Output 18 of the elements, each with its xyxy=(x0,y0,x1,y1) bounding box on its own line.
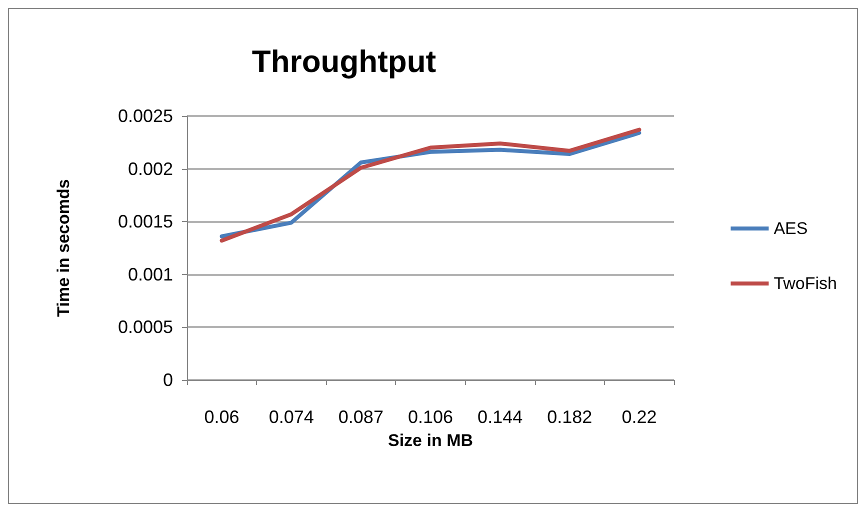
y-axis-title: Time in secomds xyxy=(54,179,73,317)
x-tick-label: 0.106 xyxy=(408,407,454,427)
x-tick-label: 0.06 xyxy=(204,407,240,427)
x-axis-title: Size in MB xyxy=(388,431,474,450)
chart-title: Throughtput xyxy=(252,44,436,79)
x-tick-label: 0.087 xyxy=(338,407,384,427)
y-tick-label: 0.0005 xyxy=(118,317,173,338)
y-tick-label: 0 xyxy=(162,370,173,390)
y-tick-label: 0.001 xyxy=(128,264,173,284)
y-tick-label: 0.0015 xyxy=(118,212,173,232)
y-tick-label: 0.002 xyxy=(128,158,173,179)
legend-label: AES xyxy=(774,219,808,238)
y-tick-label: 0.0025 xyxy=(118,106,173,126)
x-tick-label: 0.144 xyxy=(478,407,523,427)
legend-label: TwoFish xyxy=(774,274,838,293)
x-tick-label: 0.22 xyxy=(622,407,657,427)
x-tick-label: 0.074 xyxy=(268,407,314,427)
x-tick-label: 0.182 xyxy=(547,407,592,427)
